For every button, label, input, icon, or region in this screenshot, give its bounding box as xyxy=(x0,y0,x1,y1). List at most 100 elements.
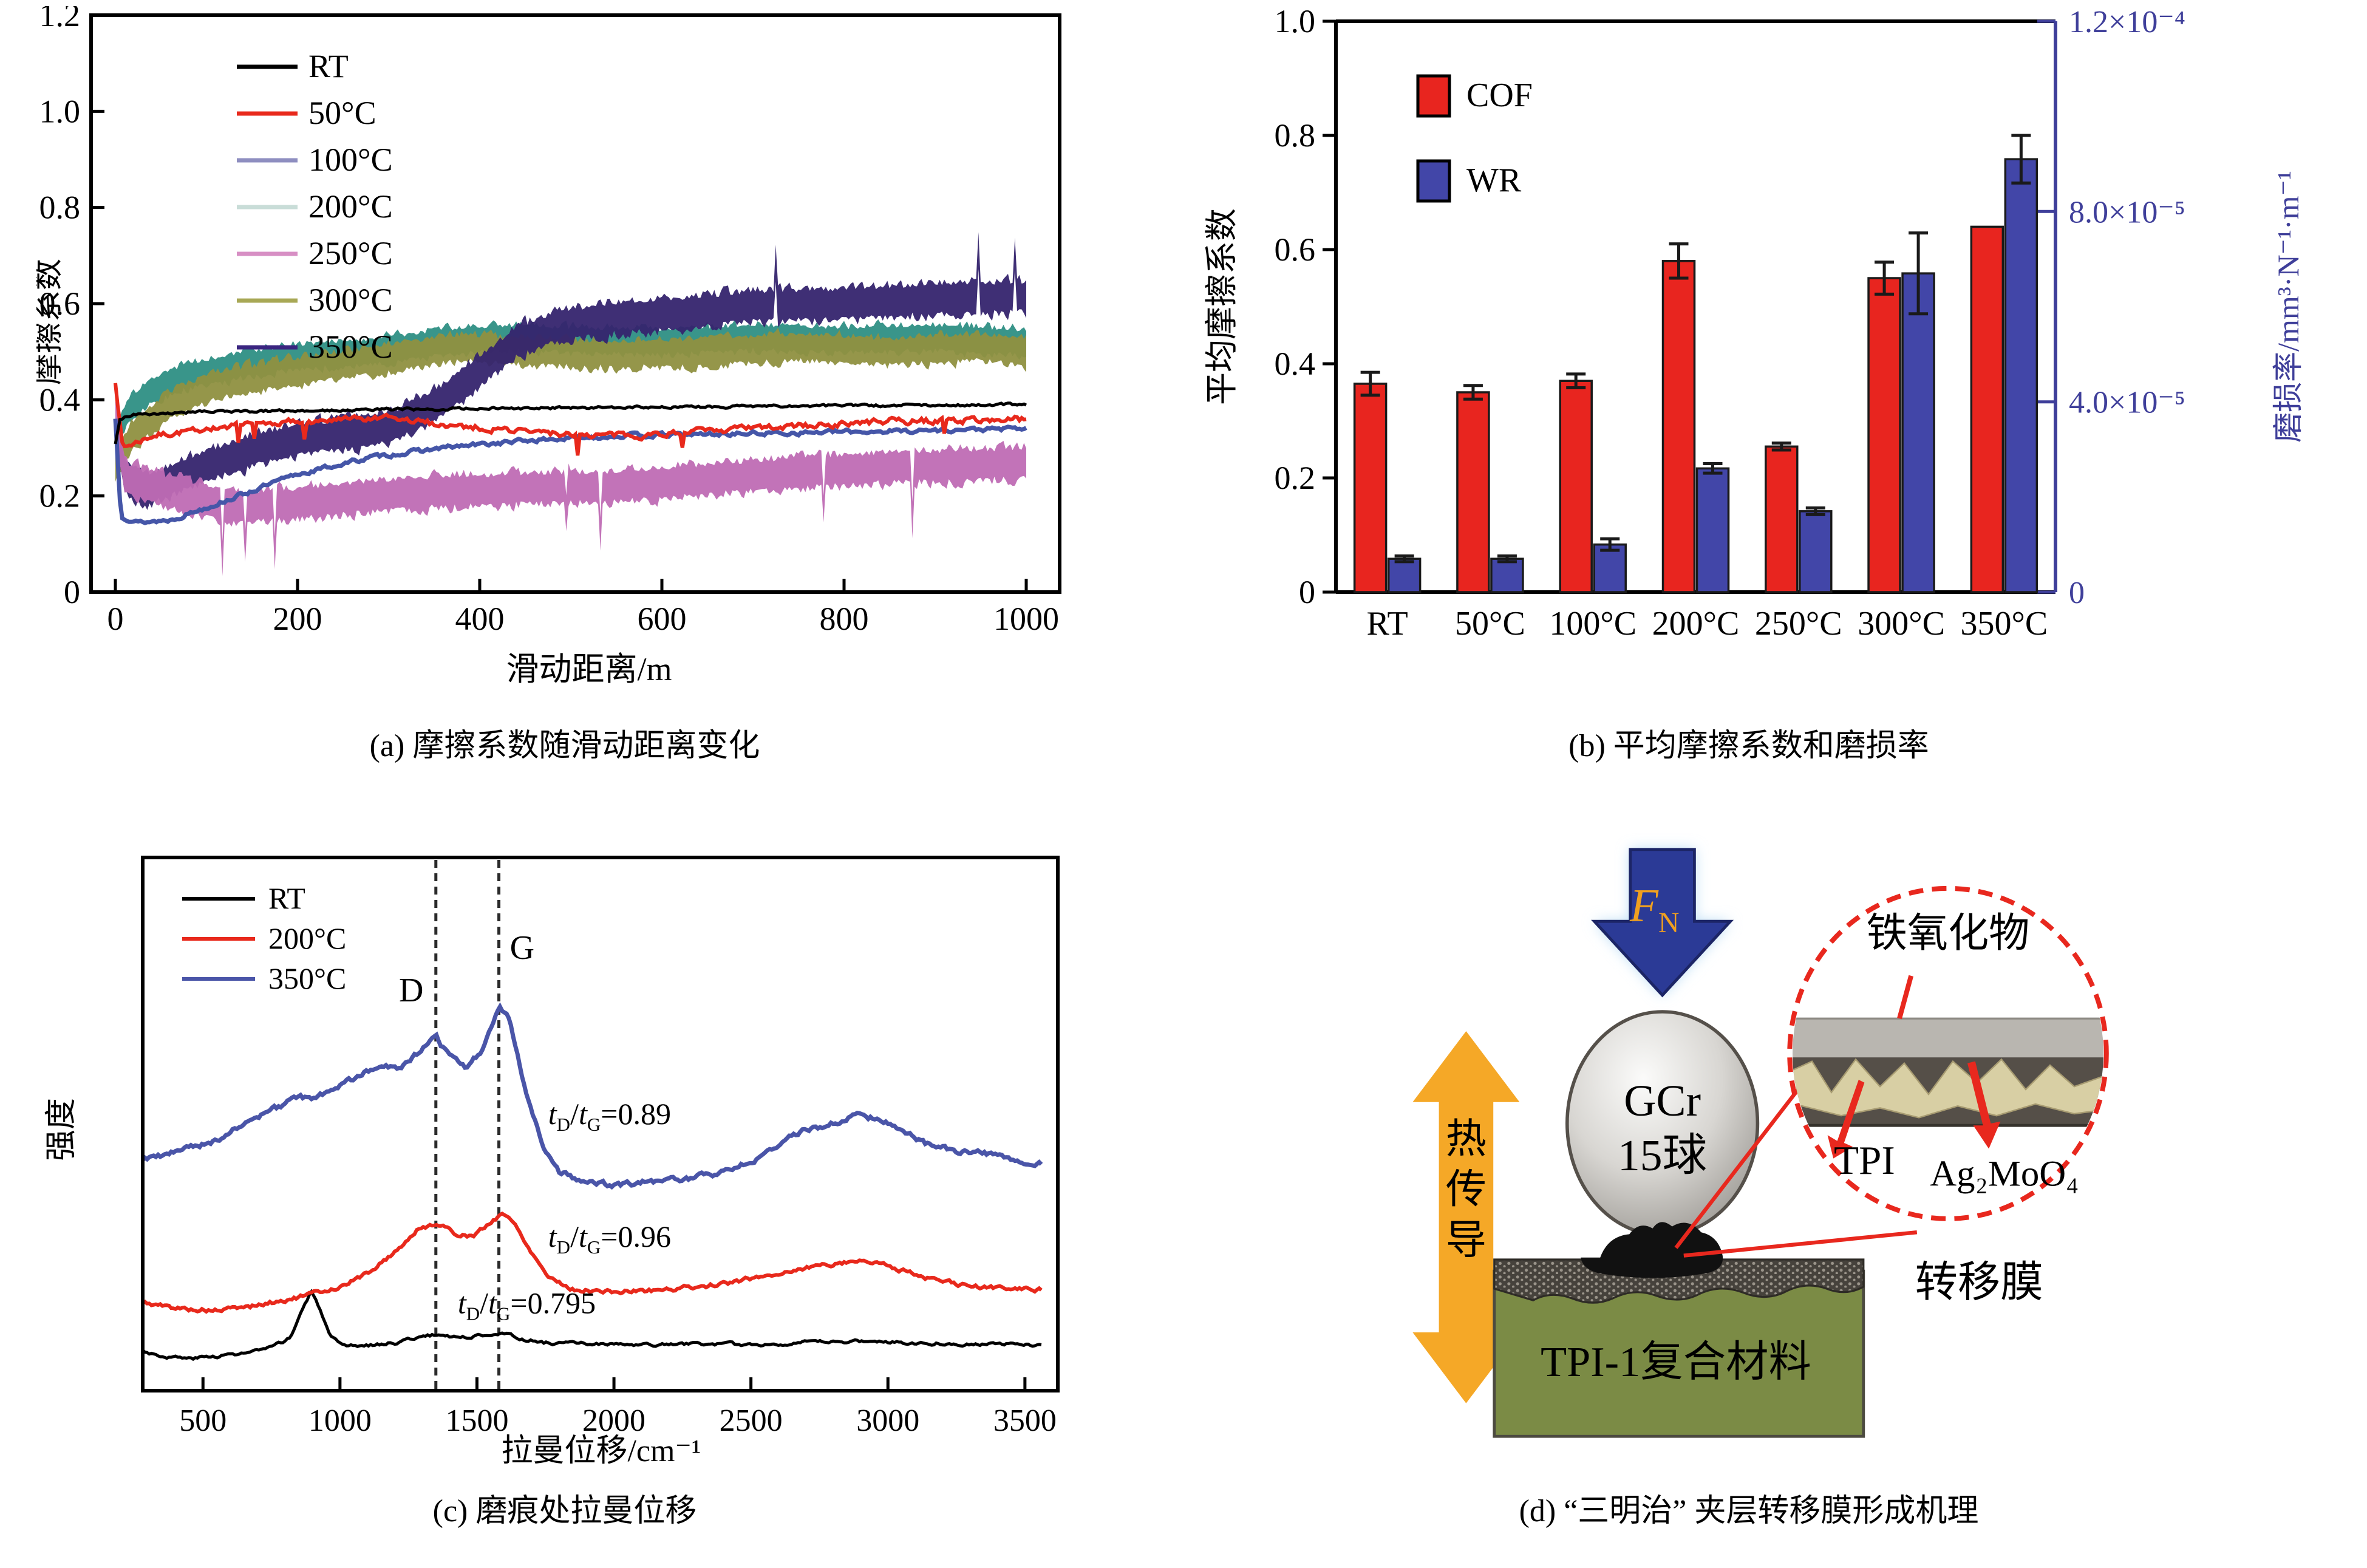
caption-c: (c) 磨痕处拉曼位移 xyxy=(432,1494,697,1529)
cof-bar-RT xyxy=(1353,383,1388,593)
chart-element: 热 xyxy=(1446,1116,1487,1162)
chart-element xyxy=(115,327,1026,482)
legend-label-a: RT xyxy=(308,48,349,84)
chart-element: t xyxy=(548,1219,557,1253)
bars-b: RT 50°C 100°C 200°C 250°C 300°C 350°C xyxy=(1353,134,2048,643)
x-cat-label-b: 350°C xyxy=(1960,605,2048,643)
chart-element xyxy=(1897,975,1914,1020)
x-tick-a: 400 xyxy=(455,601,505,637)
red-arrow-right xyxy=(1967,1061,2001,1149)
left-y-tick-b: 0.4 xyxy=(1275,346,1316,382)
y-tick-a: 0.6 xyxy=(39,285,81,322)
x-cat-label-b: 50°C xyxy=(1455,605,1525,643)
x-tick-c: 3500 xyxy=(993,1403,1057,1438)
ball-label-1: GCr xyxy=(1624,1075,1701,1125)
cof-bar-50°C xyxy=(1456,391,1490,593)
cof-bar-300°C xyxy=(1867,277,1901,593)
chart-element: 导 xyxy=(1446,1217,1487,1263)
chart-element: G xyxy=(497,1303,510,1324)
chart-element: t xyxy=(579,1219,588,1253)
heat-conduction-arrow: 热传导 xyxy=(1412,1031,1520,1403)
chart-element: 传 xyxy=(1446,1167,1487,1212)
series-350°C xyxy=(115,232,1026,510)
x-axis-label-a: 滑动距离/m xyxy=(506,651,672,687)
chart-element: N xyxy=(1658,907,1680,939)
chart-element xyxy=(1674,1085,1802,1249)
spectrum-RT xyxy=(141,1289,1042,1362)
wr-bar-200°C xyxy=(1695,467,1730,593)
magnified-inset: 铁氧化物 TPI Ag₂MoO₄ xyxy=(1787,885,2109,1221)
cof-bar-100°C xyxy=(1559,380,1593,593)
plot-area-a xyxy=(113,232,1027,576)
right-y-tick-b: 8.0×10⁻⁵ xyxy=(2069,195,2185,230)
peak-label-G: G xyxy=(510,929,534,967)
spectrum-200°C xyxy=(142,1211,1043,1314)
chart-element xyxy=(1793,1017,2103,1060)
y-tick-a: 1.0 xyxy=(39,93,81,129)
red-arrow-left xyxy=(1827,1080,1865,1159)
spectrum-350°C xyxy=(141,1002,1043,1190)
legend-label-a: 200°C xyxy=(308,188,393,225)
y-tick-a: 0.2 xyxy=(39,478,81,514)
cof-bar-200°C xyxy=(1661,260,1696,593)
y-tick-a: 0.4 xyxy=(39,381,81,418)
chart-element xyxy=(115,400,1026,576)
chart-element: t xyxy=(579,1097,588,1131)
wr-bar-50°C xyxy=(1490,557,1524,593)
x-tick-a: 800 xyxy=(820,601,869,637)
annotation-ratio-1: tD/tG=0.96 xyxy=(548,1219,671,1258)
legend-label-a: 50°C xyxy=(308,95,376,131)
chart-element: D xyxy=(466,1303,480,1324)
left-y-tick-b: 1.0 xyxy=(1275,6,1316,39)
substrate-slab: TPI-1复合材料 xyxy=(1493,1258,1865,1438)
legend-c: RT 200°C 350°C xyxy=(182,881,346,995)
legend-label-a: 300°C xyxy=(308,282,393,318)
legend-label-c: RT xyxy=(268,881,305,915)
chart-element: / xyxy=(480,1286,488,1320)
chart-element: t xyxy=(458,1286,467,1320)
heat-conduction-label: 热传导 xyxy=(1446,1116,1487,1263)
chart-element xyxy=(1683,1230,1918,1258)
legend-label-a: 100°C xyxy=(308,141,393,178)
legend-label-a: 350°C xyxy=(308,329,393,365)
x-cat-label-b: 100°C xyxy=(1549,605,1636,643)
series-50°C xyxy=(114,383,1027,456)
chart-element: F xyxy=(1629,880,1659,932)
left-y-tick-b: 0 xyxy=(1299,574,1315,610)
x-tick-a: 0 xyxy=(107,601,124,637)
caption-d: (d) “三明治” 夹层转移膜形成机理 xyxy=(1519,1494,1979,1529)
wr-bar-250°C xyxy=(1799,510,1833,593)
contact-transfer-film-blob xyxy=(1581,1222,1723,1278)
tpi-label: TPI xyxy=(1834,1137,1895,1183)
legend-label-b: COF xyxy=(1466,77,1533,114)
chart-element: / xyxy=(570,1219,579,1253)
right-y-tick-b: 0 xyxy=(2069,576,2085,610)
sandwich-band xyxy=(1793,1017,2103,1127)
x-tick-a: 1000 xyxy=(993,601,1059,637)
x-cat-label-b: RT xyxy=(1367,605,1408,643)
wr-bar-300°C xyxy=(1901,272,1935,593)
panel-b-cof-wear-rate-bar-chart: 0 0.2 0.4 0.6 0.8 1.0 0 4.0×10⁻⁵ 8.0×10⁻⁵ 1.2×10⁻… xyxy=(1204,6,2305,643)
chart-element: G xyxy=(587,1114,601,1135)
chart-element xyxy=(141,856,1060,1392)
chart-element xyxy=(114,383,1027,456)
chart-element xyxy=(1416,74,1451,118)
axes-c: 500 1000 1500 2000 2500 3000 3500 拉曼位移/cm⁻¹ 强度 xyxy=(44,856,1060,1468)
legend-label-c: 200°C xyxy=(268,921,346,955)
substrate-label: TPI-1复合材料 xyxy=(1541,1338,1811,1386)
x-axis-label-c: 拉曼位移/cm⁻¹ xyxy=(501,1434,701,1468)
chart-element: / xyxy=(570,1097,579,1131)
y-tick-a: 0 xyxy=(64,574,80,610)
legend-label-a: 250°C xyxy=(308,235,393,271)
legend-b: COF WR xyxy=(1416,74,1533,203)
legend-label-c: 350°C xyxy=(268,961,346,995)
ball-label-2: 15球 xyxy=(1618,1130,1707,1180)
x-cat-label-b: 300°C xyxy=(1858,605,1945,643)
left-y-tick-b: 0.8 xyxy=(1275,117,1316,154)
y-axis-label-c: 强度 xyxy=(44,1098,79,1161)
left-y-tick-b: 0.2 xyxy=(1275,460,1316,496)
series-250°C xyxy=(115,400,1026,576)
